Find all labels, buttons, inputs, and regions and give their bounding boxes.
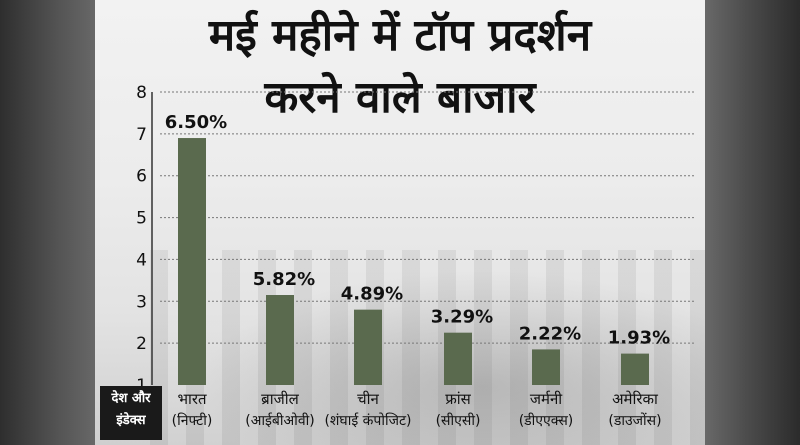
category-index: (सीएसी) — [435, 413, 481, 429]
category-name: फ्रांस — [445, 390, 471, 408]
data-label-0: 6.50% — [165, 112, 227, 133]
category-index: (आईबीओवी) — [245, 413, 315, 429]
category-axis-label-line1: देश और — [111, 391, 151, 406]
category-axis-label-line2: इंडेक्स — [116, 413, 146, 428]
category-name: चीन — [357, 390, 379, 408]
y-tick-label: 3 — [136, 292, 147, 312]
category-name: अमेरिका — [612, 390, 658, 408]
category-index: (शंघाई कंपोजिट) — [324, 413, 412, 429]
chart-title-line2: करने वाले बाजार — [264, 72, 536, 123]
category-label-4: जर्मनी (डीएएक्स) — [491, 388, 601, 432]
y-tick-label: 5 — [136, 209, 147, 229]
category-axis-label-box: देश और इंडेक्स — [100, 386, 162, 440]
data-label-2: 4.89% — [341, 284, 403, 305]
data-label-5: 1.93% — [608, 328, 670, 349]
chart-title-line1: मई महीने में टॉप प्रदर्शन — [208, 10, 592, 61]
bar-5 — [621, 353, 649, 385]
coin-stack-background — [150, 250, 705, 445]
category-index: (डाउजोंस) — [608, 413, 662, 429]
category-label-1: ब्राजील (आईबीओवी) — [225, 388, 335, 432]
category-label-2: चीन (शंघाई कंपोजिट) — [313, 388, 423, 432]
y-tick-label: 7 — [136, 125, 147, 145]
bar-1 — [266, 295, 294, 385]
category-index: (निफ्टी) — [171, 413, 213, 429]
y-tick-label: 6 — [136, 167, 147, 187]
background-right — [700, 0, 800, 445]
bar-0 — [178, 138, 206, 385]
category-label-0: भारत (निफ्टी) — [137, 388, 247, 432]
category-name: ब्राजील — [261, 390, 299, 408]
background-left — [0, 0, 100, 445]
y-tick-label: 4 — [136, 250, 147, 270]
y-tick-label: 2 — [136, 334, 147, 354]
category-label-3: फ्रांस (सीएसी) — [403, 388, 513, 432]
category-index: (डीएएक्स) — [518, 413, 574, 429]
bar-4 — [532, 349, 560, 385]
bar-3 — [444, 332, 472, 385]
y-tick-label: 8 — [136, 83, 147, 103]
category-name: जर्मनी — [529, 390, 563, 408]
category-name: भारत — [177, 390, 207, 408]
data-label-4: 2.22% — [519, 323, 581, 344]
bar-2 — [354, 309, 382, 385]
data-label-3: 3.29% — [431, 307, 493, 328]
category-label-5: अमेरिका (डाउजोंस) — [580, 388, 690, 432]
data-label-1: 5.82% — [253, 269, 315, 290]
